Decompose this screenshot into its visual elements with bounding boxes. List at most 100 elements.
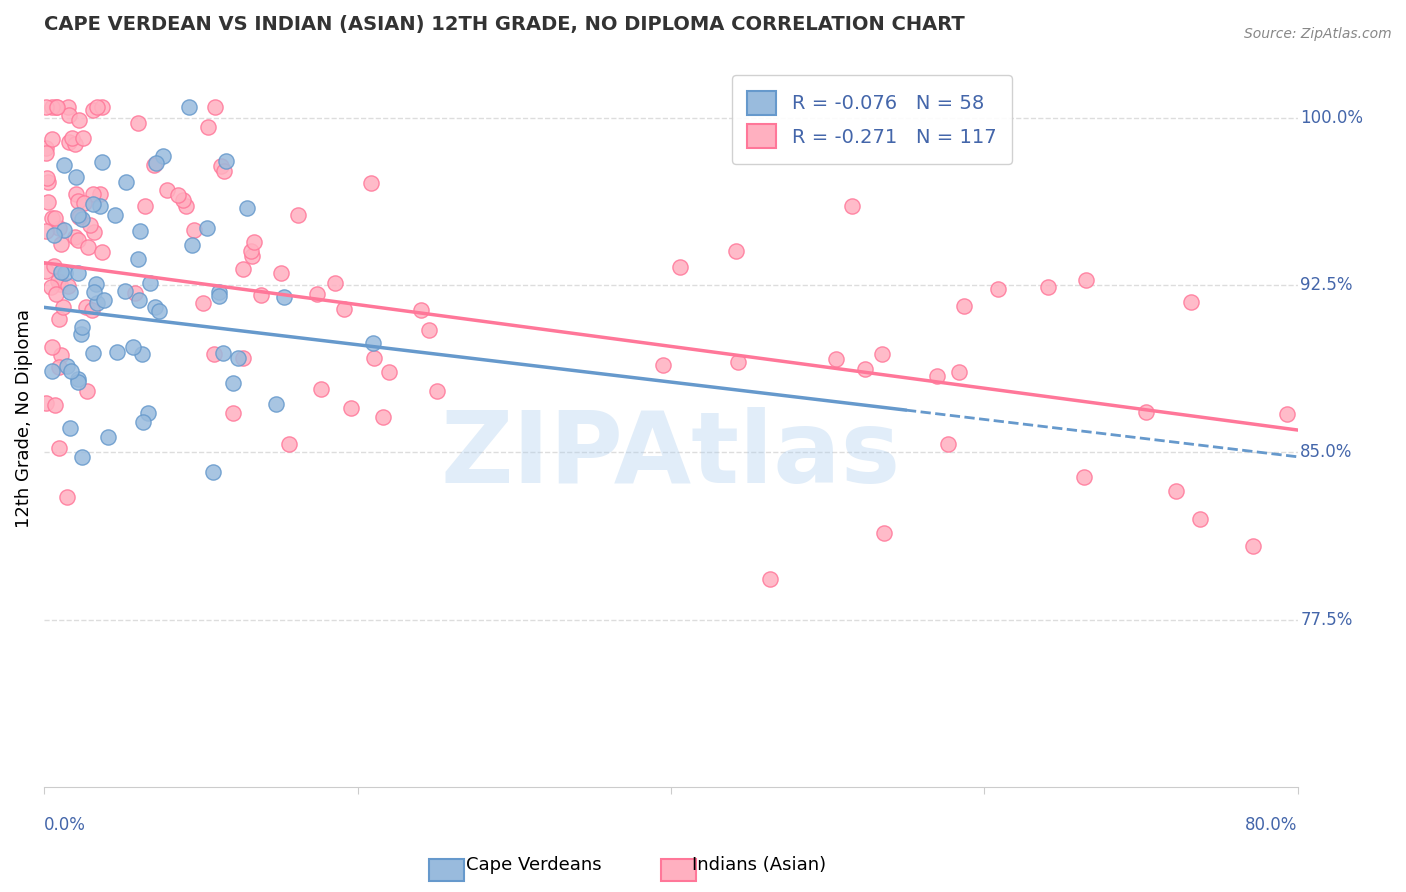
Point <box>67 233 90 247</box>
Point <box>759 572 782 586</box>
Point <box>58 135 80 149</box>
Text: 92.5%: 92.5% <box>1301 276 1353 294</box>
Point <box>936 437 959 451</box>
Point <box>86 296 108 310</box>
Point <box>42 260 65 274</box>
Point <box>148 304 170 318</box>
Point <box>67 266 90 280</box>
Point <box>197 120 219 135</box>
Point <box>53 223 76 237</box>
Point <box>89 199 111 213</box>
Point <box>58 285 80 300</box>
Point <box>243 235 266 249</box>
Point <box>1180 294 1202 309</box>
Point <box>67 375 90 389</box>
Point <box>287 208 309 222</box>
Point <box>122 340 145 354</box>
Point <box>35 223 58 237</box>
Text: Source: ZipAtlas.com: Source: ZipAtlas.com <box>1244 27 1392 41</box>
Point <box>240 244 263 258</box>
Point <box>202 465 225 479</box>
Point <box>65 137 87 152</box>
Point <box>307 287 329 301</box>
Point <box>35 170 58 185</box>
Point <box>72 131 94 145</box>
Point <box>212 164 235 178</box>
Point <box>987 282 1010 296</box>
Point <box>204 100 226 114</box>
Point <box>82 186 104 201</box>
Point <box>56 279 79 293</box>
Point <box>176 199 198 213</box>
Point <box>91 100 114 114</box>
Point <box>215 153 238 168</box>
Point <box>46 100 69 114</box>
Point <box>34 146 56 161</box>
Point <box>51 237 73 252</box>
Point <box>725 244 748 258</box>
Point <box>45 287 67 301</box>
Text: CAPE VERDEAN VS INDIAN (ASIAN) 12TH GRADE, NO DIPLOMA CORRELATION CHART: CAPE VERDEAN VS INDIAN (ASIAN) 12TH GRAD… <box>44 15 965 34</box>
Point <box>1241 539 1264 553</box>
Point <box>90 245 112 260</box>
Point <box>179 100 201 114</box>
Point <box>136 406 159 420</box>
Point <box>128 293 150 307</box>
Point <box>67 211 90 225</box>
Point <box>1073 469 1095 483</box>
Text: ZIPAtlas: ZIPAtlas <box>440 407 901 504</box>
Point <box>872 347 894 361</box>
Point <box>208 285 231 299</box>
Point <box>70 450 93 464</box>
Legend: R = -0.076   N = 58, R = -0.271   N = 117: R = -0.076 N = 58, R = -0.271 N = 117 <box>731 75 1012 163</box>
Point <box>270 266 292 280</box>
Point <box>93 293 115 307</box>
Point <box>948 365 970 379</box>
Point <box>41 211 63 225</box>
Point <box>143 300 166 314</box>
Point <box>145 156 167 170</box>
Point <box>58 108 80 122</box>
Point <box>48 220 70 235</box>
Point <box>1076 272 1098 286</box>
Point <box>156 183 179 197</box>
Point <box>373 410 395 425</box>
Point <box>651 358 673 372</box>
Point <box>208 288 231 302</box>
Point <box>1277 407 1299 421</box>
Point <box>63 230 86 244</box>
Point <box>89 187 111 202</box>
Point <box>82 346 104 360</box>
Point <box>195 221 218 235</box>
Point <box>131 347 153 361</box>
Text: 80.0%: 80.0% <box>1246 816 1298 834</box>
Point <box>226 351 249 365</box>
Point <box>84 277 107 291</box>
Point <box>1135 405 1157 419</box>
Text: 85.0%: 85.0% <box>1301 443 1353 461</box>
Point <box>172 194 194 208</box>
Point <box>264 397 287 411</box>
Point <box>273 290 295 304</box>
Point <box>138 276 160 290</box>
Point <box>115 175 138 189</box>
Point <box>59 364 82 378</box>
Point <box>418 323 440 337</box>
Point <box>232 262 254 277</box>
Point <box>1166 483 1188 498</box>
Point <box>75 301 97 315</box>
Point <box>48 312 70 326</box>
Point <box>41 341 63 355</box>
Point <box>51 265 73 279</box>
Point <box>222 406 245 420</box>
Point <box>65 187 87 202</box>
Y-axis label: 12th Grade, No Diploma: 12th Grade, No Diploma <box>15 310 32 528</box>
Point <box>44 398 66 412</box>
Point <box>52 158 75 172</box>
Point <box>97 430 120 444</box>
Point <box>55 359 77 373</box>
Point <box>363 351 385 365</box>
Point <box>37 176 59 190</box>
Point <box>67 112 90 127</box>
Point <box>60 130 83 145</box>
